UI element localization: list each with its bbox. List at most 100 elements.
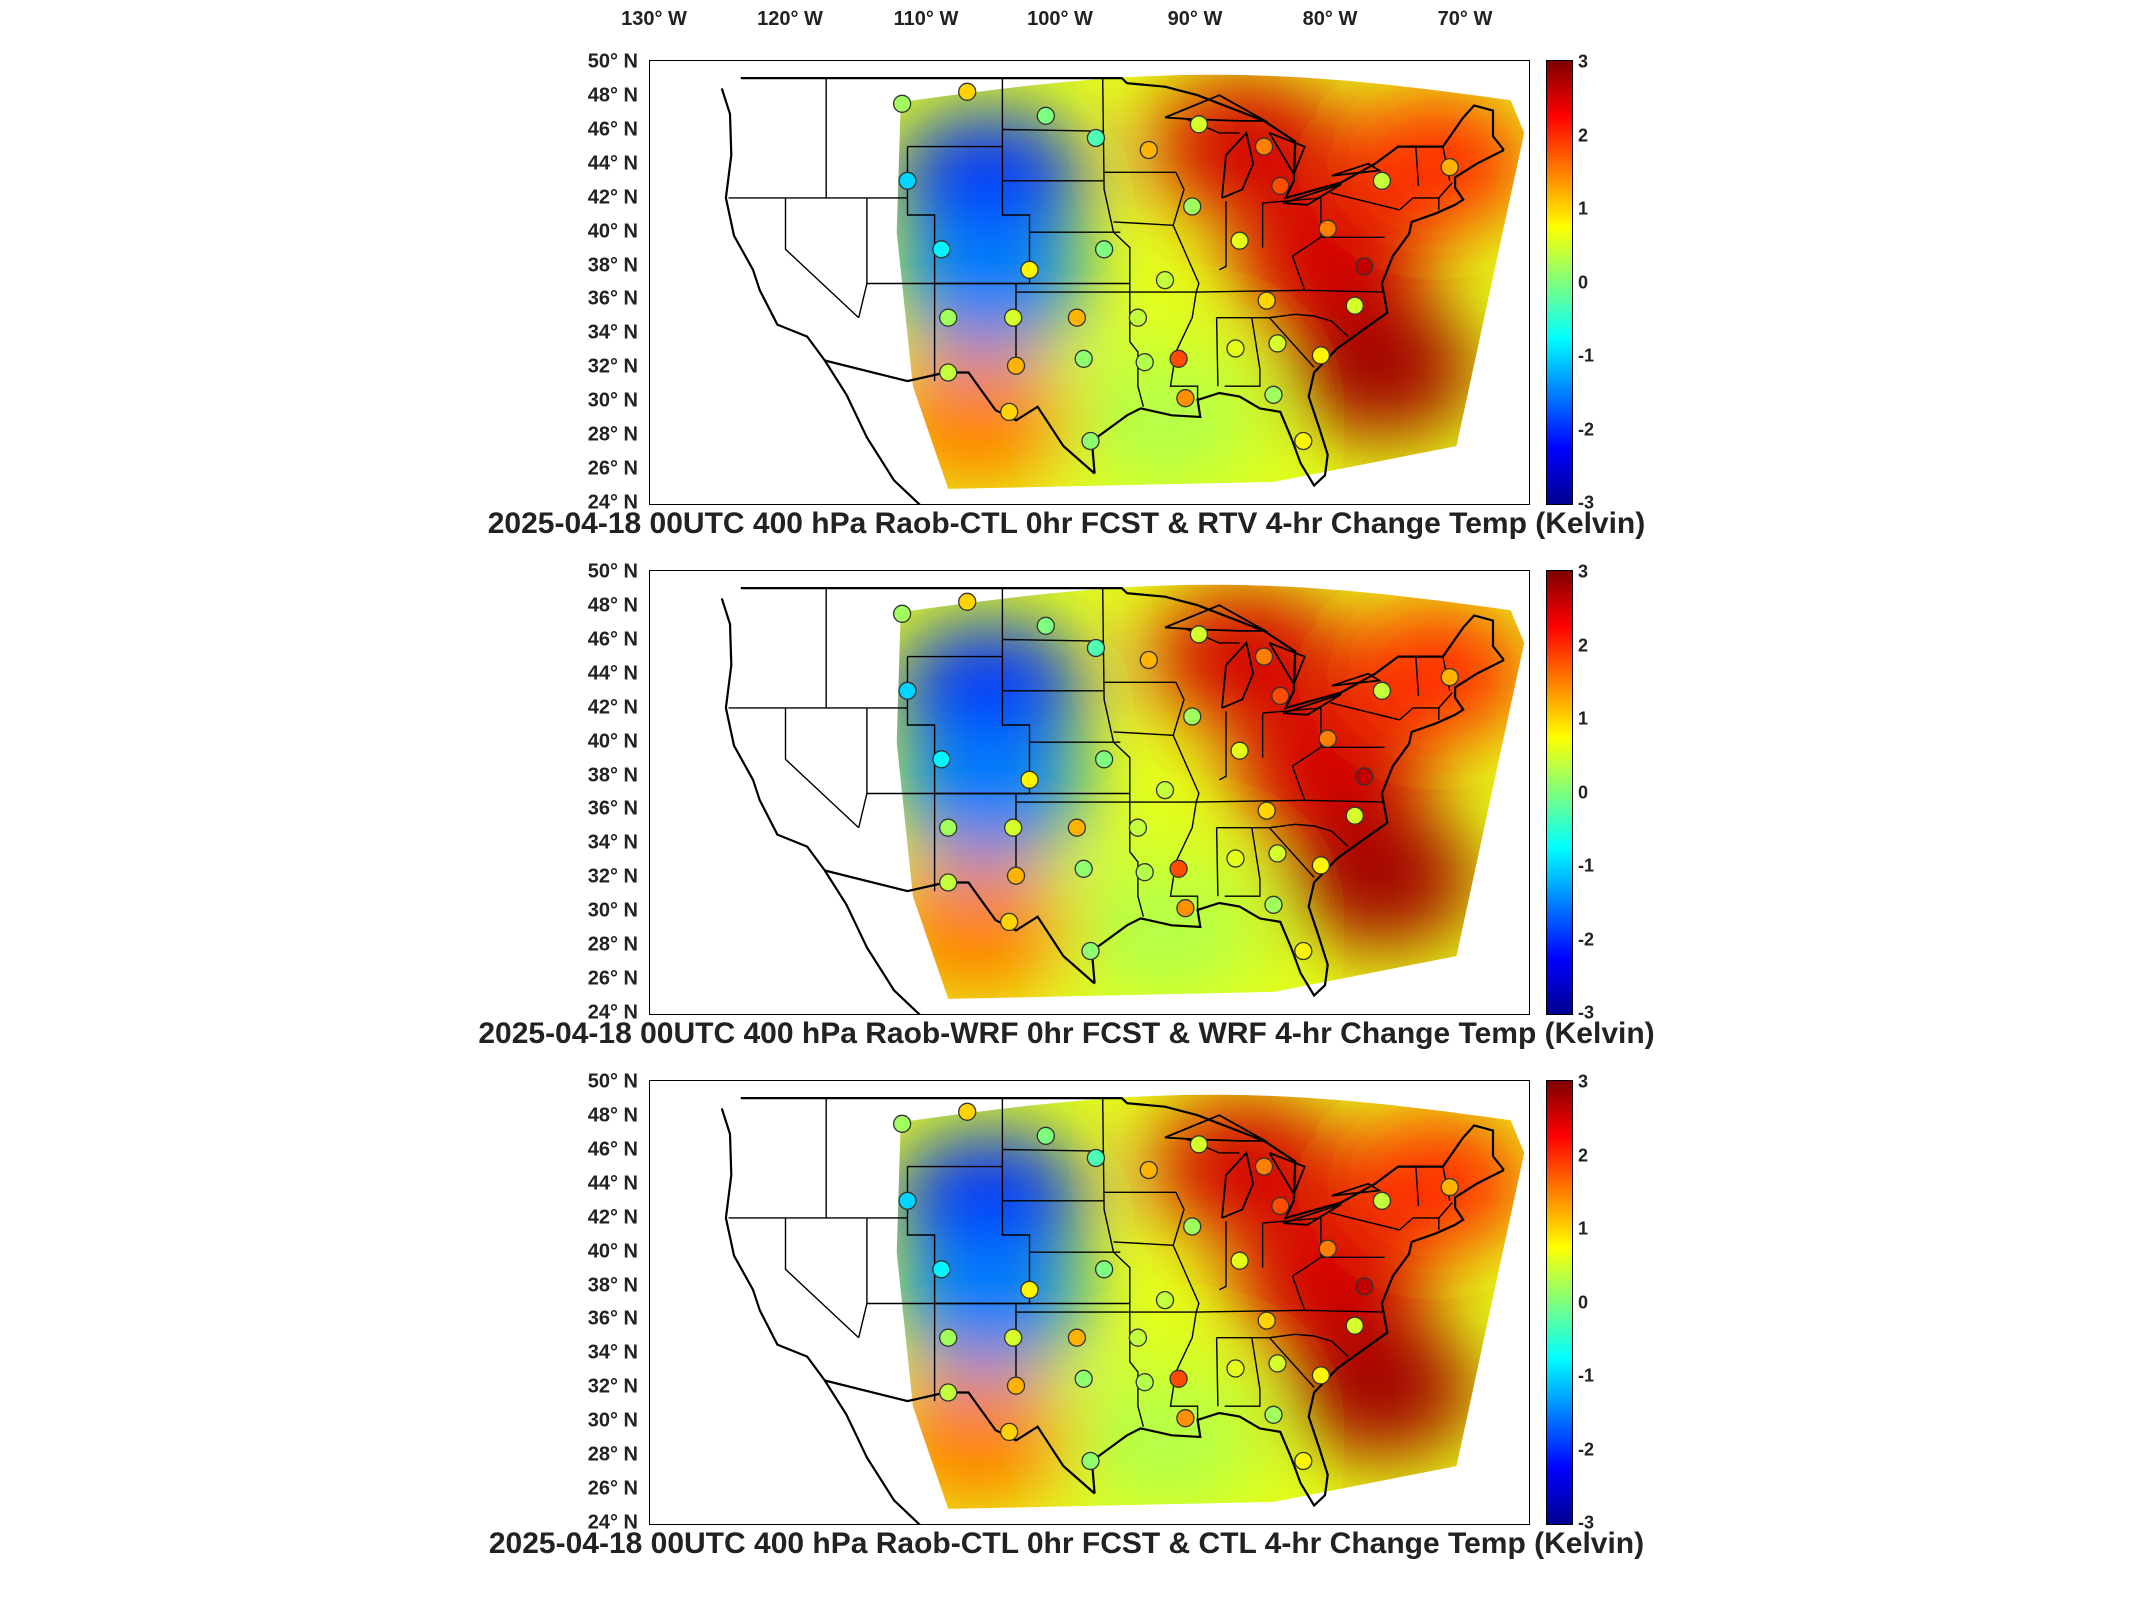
raob-station-marker[interactable] <box>1230 231 1249 250</box>
raob-station-marker[interactable] <box>1264 895 1283 914</box>
raob-station-marker[interactable] <box>1176 1409 1195 1428</box>
raob-station-marker[interactable] <box>939 1328 958 1347</box>
raob-station-marker[interactable] <box>1074 859 1093 878</box>
raob-station-marker[interactable] <box>1176 899 1195 918</box>
raob-station-marker[interactable] <box>1264 1405 1283 1424</box>
raob-station-marker[interactable] <box>1268 334 1287 353</box>
raob-station-marker[interactable] <box>1094 240 1114 259</box>
raob-station-marker[interactable] <box>1086 1148 1106 1168</box>
raob-station-marker[interactable] <box>1311 346 1331 365</box>
raob-station-marker[interactable] <box>1086 638 1106 658</box>
raob-station-marker[interactable] <box>1189 1135 1209 1154</box>
map-frame[interactable] <box>649 60 1530 505</box>
raob-station-marker[interactable] <box>1257 291 1276 310</box>
raob-station-marker[interactable] <box>1176 389 1195 408</box>
raob-station-marker[interactable] <box>1067 818 1087 837</box>
raob-station-marker[interactable] <box>1086 128 1106 148</box>
raob-station-marker[interactable] <box>892 1114 912 1133</box>
raob-station-marker[interactable] <box>1345 296 1364 315</box>
raob-station-marker[interactable] <box>1036 106 1055 125</box>
raob-station-marker[interactable] <box>1294 431 1313 451</box>
raob-station-marker[interactable] <box>1355 257 1374 276</box>
raob-station-marker[interactable] <box>1094 750 1114 769</box>
raob-station-marker[interactable] <box>958 592 977 611</box>
raob-station-marker[interactable] <box>939 308 958 327</box>
raob-station-marker[interactable] <box>1169 349 1188 368</box>
raob-station-marker[interactable] <box>1128 1328 1148 1347</box>
raob-station-marker[interactable] <box>939 363 958 382</box>
raob-station-marker[interactable] <box>1094 1260 1114 1279</box>
raob-station-marker[interactable] <box>1318 729 1337 748</box>
raob-station-marker[interactable] <box>1183 197 1202 216</box>
raob-station-marker[interactable] <box>1074 349 1093 368</box>
raob-station-marker[interactable] <box>1226 339 1245 358</box>
raob-station-marker[interactable] <box>932 240 951 259</box>
raob-station-marker[interactable] <box>1257 801 1276 820</box>
raob-station-marker[interactable] <box>1189 625 1209 644</box>
raob-station-marker[interactable] <box>1440 157 1459 177</box>
raob-station-marker[interactable] <box>1155 1290 1175 1310</box>
raob-station-marker[interactable] <box>1139 140 1158 160</box>
raob-station-marker[interactable] <box>1020 1280 1039 1299</box>
raob-station-marker[interactable] <box>939 873 958 892</box>
raob-station-marker[interactable] <box>958 1102 977 1121</box>
raob-station-marker[interactable] <box>1226 849 1245 868</box>
raob-station-marker[interactable] <box>1169 859 1188 878</box>
raob-station-marker[interactable] <box>932 750 951 769</box>
raob-station-marker[interactable] <box>939 1383 958 1402</box>
raob-station-marker[interactable] <box>1128 308 1148 327</box>
raob-station-marker[interactable] <box>1067 308 1087 327</box>
raob-station-marker[interactable] <box>898 1191 917 1210</box>
raob-station-marker[interactable] <box>1074 1369 1093 1388</box>
raob-station-marker[interactable] <box>1006 866 1026 885</box>
raob-station-marker[interactable] <box>1355 1277 1374 1296</box>
raob-station-marker[interactable] <box>1036 1126 1055 1145</box>
raob-station-marker[interactable] <box>1155 270 1175 290</box>
raob-station-marker[interactable] <box>1230 1251 1249 1270</box>
map-frame[interactable] <box>649 570 1530 1015</box>
raob-station-marker[interactable] <box>892 604 912 623</box>
raob-station-marker[interactable] <box>1254 1157 1274 1176</box>
raob-station-marker[interactable] <box>1226 1359 1245 1378</box>
raob-station-marker[interactable] <box>1318 1239 1337 1258</box>
raob-station-marker[interactable] <box>1036 616 1055 635</box>
raob-station-marker[interactable] <box>1183 707 1202 726</box>
raob-station-marker[interactable] <box>1257 1311 1276 1330</box>
raob-station-marker[interactable] <box>1254 647 1274 666</box>
raob-station-marker[interactable] <box>932 1260 951 1279</box>
raob-station-marker[interactable] <box>1311 856 1331 875</box>
raob-station-marker[interactable] <box>1139 650 1158 670</box>
raob-station-marker[interactable] <box>1268 844 1287 863</box>
raob-station-marker[interactable] <box>1271 686 1290 706</box>
raob-station-marker[interactable] <box>1020 770 1039 789</box>
raob-station-marker[interactable] <box>1081 1451 1100 1471</box>
raob-station-marker[interactable] <box>898 681 917 700</box>
raob-station-marker[interactable] <box>1004 818 1023 837</box>
raob-station-marker[interactable] <box>1135 1373 1154 1392</box>
raob-station-marker[interactable] <box>939 818 958 837</box>
raob-station-marker[interactable] <box>1004 1328 1023 1347</box>
raob-station-marker[interactable] <box>1000 912 1019 932</box>
raob-station-marker[interactable] <box>1345 1316 1364 1335</box>
raob-station-marker[interactable] <box>1006 356 1026 375</box>
raob-station-marker[interactable] <box>1006 1376 1026 1395</box>
raob-station-marker[interactable] <box>1169 1369 1188 1388</box>
raob-station-marker[interactable] <box>1081 431 1100 451</box>
raob-station-marker[interactable] <box>1372 171 1392 190</box>
raob-station-marker[interactable] <box>1135 863 1154 882</box>
raob-station-marker[interactable] <box>1372 681 1392 700</box>
raob-station-marker[interactable] <box>1355 767 1374 786</box>
raob-station-marker[interactable] <box>1268 1354 1287 1373</box>
raob-station-marker[interactable] <box>1020 260 1039 279</box>
raob-station-marker[interactable] <box>1440 667 1459 687</box>
raob-station-marker[interactable] <box>1440 1177 1459 1197</box>
raob-station-marker[interactable] <box>898 171 917 190</box>
raob-station-marker[interactable] <box>1000 402 1019 422</box>
raob-station-marker[interactable] <box>958 82 977 101</box>
raob-station-marker[interactable] <box>1000 1422 1019 1442</box>
raob-station-marker[interactable] <box>1271 1196 1290 1216</box>
raob-station-marker[interactable] <box>1294 1451 1313 1471</box>
raob-station-marker[interactable] <box>1271 176 1290 196</box>
raob-station-marker[interactable] <box>1294 941 1313 961</box>
raob-station-marker[interactable] <box>1264 385 1283 404</box>
